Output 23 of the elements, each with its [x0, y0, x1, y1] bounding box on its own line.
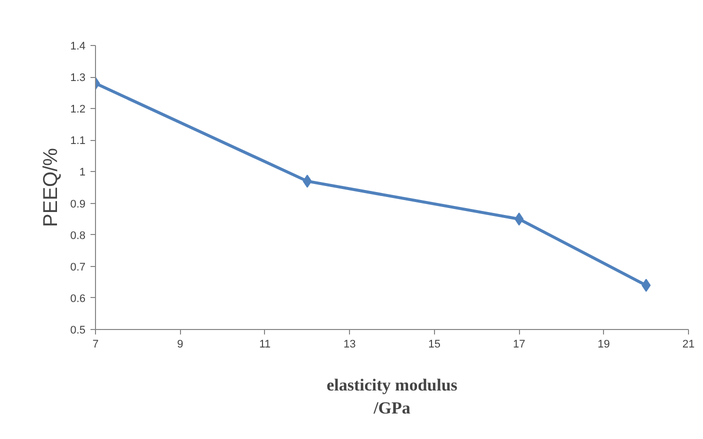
x-tick-label: 11: [259, 338, 271, 350]
y-tick-label: 1.1: [70, 135, 86, 148]
x-tick-label: 17: [512, 338, 526, 350]
point: [302, 174, 312, 188]
y-tick-label: 1.2: [70, 104, 86, 116]
y-tick-label: 0.7: [70, 261, 86, 274]
x-tick-label: 9: [177, 338, 184, 350]
point: [642, 278, 651, 292]
y-tick-label: 1.3: [70, 72, 86, 84]
y-tick-label: 0.8: [70, 230, 86, 242]
x-tick-label: 21: [682, 338, 695, 350]
y-tick-label: 0.6: [70, 292, 86, 305]
x-tick-label: 19: [598, 338, 610, 350]
x-tick-label: 15: [428, 338, 440, 350]
y-tick-label: 1.4: [70, 40, 86, 52]
y-tick-label: 0.5: [70, 324, 86, 336]
y-tick-label: 0.9: [70, 198, 86, 210]
x-tick-label: 13: [344, 338, 356, 350]
point: [514, 212, 524, 226]
x-axis-title: elasticity modulus /GPa: [326, 376, 458, 418]
y-tick-label: 1: [79, 166, 86, 179]
y-axis-title: PEEQ/%: [40, 148, 62, 227]
x-tick-label: 7: [92, 338, 99, 350]
